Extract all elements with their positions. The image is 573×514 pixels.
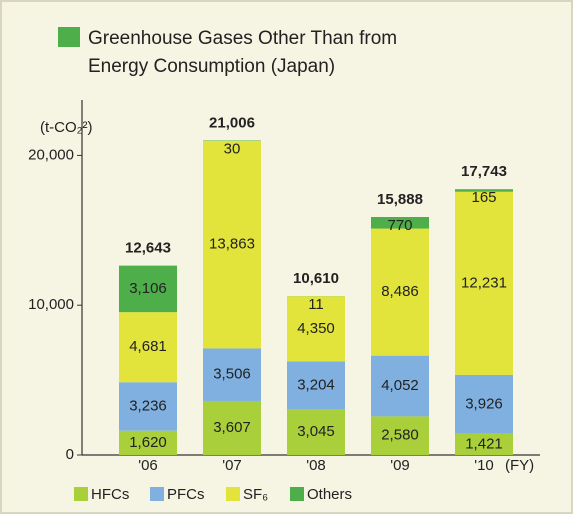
x-tick-label: '07 — [222, 457, 242, 474]
data-label: 8,486 — [381, 283, 419, 300]
unit-label: (t-CO₂²) — [40, 119, 92, 136]
legend-label: SF₆ — [243, 486, 268, 503]
data-label: 3,926 — [465, 395, 503, 412]
bar-segment — [203, 400, 261, 455]
bar-segment — [203, 348, 261, 401]
data-label: 2,580 — [381, 427, 419, 444]
data-label: 770 — [387, 217, 412, 234]
legend-label: PFCs — [167, 486, 205, 503]
data-label: 1,620 — [129, 434, 167, 451]
bar-segment — [455, 433, 513, 455]
x-tick-label: '06 — [138, 457, 158, 474]
y-tick-label: 10,000 — [28, 296, 74, 313]
legend-swatch — [150, 487, 164, 501]
chart-title: Greenhouse Gases Other Than from Energy … — [88, 28, 398, 77]
data-label: 12,231 — [461, 274, 507, 291]
x-tick-label: '08 — [306, 457, 326, 474]
y-tick-label: 20,000 — [28, 146, 74, 163]
bar-segment — [119, 430, 177, 455]
data-label: 3,236 — [129, 397, 167, 414]
bar-segment — [455, 189, 513, 192]
data-label: 1,421 — [465, 435, 503, 452]
legend-swatch — [74, 487, 88, 501]
bar-segment — [119, 312, 177, 383]
bar-segment — [119, 265, 177, 313]
x-unit-label: (FY) — [505, 457, 534, 474]
total-label: 17,743 — [461, 163, 507, 180]
data-label: 3,506 — [213, 366, 251, 383]
bar-segment — [371, 217, 429, 229]
data-label: 4,681 — [129, 338, 167, 355]
total-label: 15,888 — [377, 191, 423, 208]
legend-label: Others — [307, 486, 352, 503]
x-tick-label: '10 — [474, 457, 494, 474]
data-label: 11 — [308, 296, 324, 313]
bar-segment — [455, 191, 513, 375]
title-icon — [58, 27, 80, 47]
y-tick-label: 0 — [66, 446, 74, 463]
data-label: 4,052 — [381, 377, 419, 394]
data-label: 13,863 — [209, 236, 255, 253]
bar-segment — [203, 140, 261, 349]
bar-segment — [287, 296, 345, 362]
bar-segment — [287, 361, 345, 410]
bar-segment — [287, 409, 345, 455]
data-label: 4,350 — [297, 320, 335, 337]
data-label: 165 — [471, 189, 496, 206]
bar-segment — [455, 374, 513, 434]
data-label: 3,106 — [129, 280, 167, 297]
bar-segment — [371, 416, 429, 455]
data-label: 30 — [224, 140, 241, 157]
legend-label: HFCs — [91, 486, 129, 503]
legend-swatch — [290, 487, 304, 501]
bar-segment — [119, 382, 177, 431]
data-label: 3,204 — [297, 376, 335, 393]
data-label: 3,607 — [213, 419, 251, 436]
data-label: 3,045 — [297, 423, 335, 440]
total-label: 12,643 — [125, 240, 171, 257]
legend-swatch — [226, 487, 240, 501]
x-tick-label: '09 — [390, 457, 410, 474]
total-label: 10,610 — [293, 270, 339, 287]
total-label: 21,006 — [209, 114, 255, 131]
bar-segment — [371, 228, 429, 356]
bar-segment — [371, 355, 429, 417]
